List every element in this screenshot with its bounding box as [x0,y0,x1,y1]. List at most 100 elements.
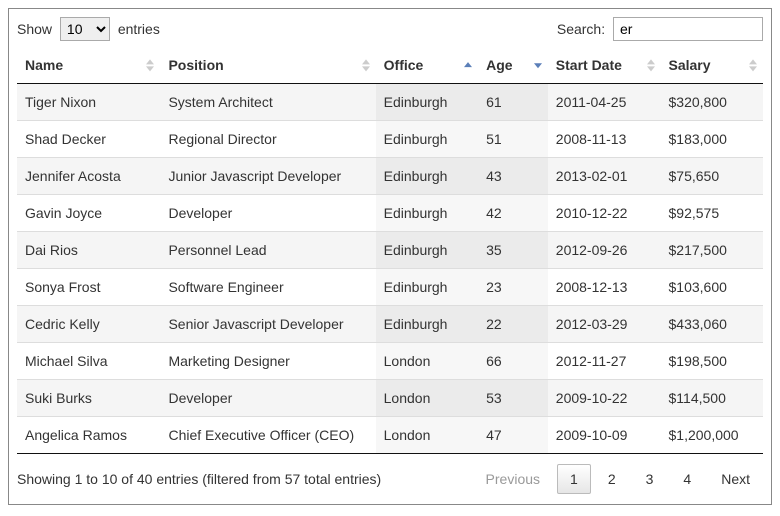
cell: Software Engineer [160,269,375,306]
table-row: Michael SilvaMarketing DesignerLondon662… [17,343,763,380]
cell: Edinburgh [376,306,478,343]
table-row: Suki BurksDeveloperLondon532009-10-22$11… [17,380,763,417]
cell: 22 [478,306,548,343]
cell: System Architect [160,84,375,121]
page-4[interactable]: 4 [670,464,704,494]
cell: Senior Javascript Developer [160,306,375,343]
page-1[interactable]: 1 [557,464,591,494]
cell: Edinburgh [376,158,478,195]
cell: Suki Burks [17,380,160,417]
cell: 61 [478,84,548,121]
table-row: Tiger NixonSystem ArchitectEdinburgh6120… [17,84,763,121]
cell: 2010-12-22 [548,195,661,232]
col-label: Office [384,57,424,73]
search-box: Search: [557,17,763,41]
cell: London [376,380,478,417]
length-suffix: entries [118,21,160,37]
cell: Developer [160,195,375,232]
col-label: Start Date [556,57,622,73]
page-next[interactable]: Next [708,464,763,494]
cell: 43 [478,158,548,195]
sort-icon [362,59,370,71]
cell: $114,500 [661,380,764,417]
col-label: Salary [669,57,711,73]
cell: $1,200,000 [661,417,764,454]
sort-icon [464,62,472,69]
cell: 51 [478,121,548,158]
cell: $198,500 [661,343,764,380]
cell: 2009-10-09 [548,417,661,454]
table-row: Gavin JoyceDeveloperEdinburgh422010-12-2… [17,195,763,232]
cell: London [376,417,478,454]
cell: 66 [478,343,548,380]
cell: Edinburgh [376,195,478,232]
cell: London [376,343,478,380]
cell: Cedric Kelly [17,306,160,343]
cell: Regional Director [160,121,375,158]
col-header-office[interactable]: Office [376,49,478,84]
cell: Jennifer Acosta [17,158,160,195]
pagination: Previous1234Next [473,464,763,494]
data-table-wrapper: Show 102550100 entries Search: Name Posit… [8,8,772,505]
cell: Edinburgh [376,269,478,306]
cell: $75,650 [661,158,764,195]
cell: $433,060 [661,306,764,343]
table-row: Cedric KellySenior Javascript DeveloperE… [17,306,763,343]
cell: 2008-12-13 [548,269,661,306]
cell: Personnel Lead [160,232,375,269]
cell: Chief Executive Officer (CEO) [160,417,375,454]
cell: Developer [160,380,375,417]
cell: 47 [478,417,548,454]
cell: Junior Javascript Developer [160,158,375,195]
col-header-name[interactable]: Name [17,49,160,84]
cell: Edinburgh [376,232,478,269]
length-prefix: Show [17,21,52,37]
cell: 2009-10-22 [548,380,661,417]
col-label: Age [486,57,512,73]
data-table: Name Position Office Age Start Date Salary Ti… [17,49,763,454]
cell: 53 [478,380,548,417]
col-label: Name [25,57,63,73]
table-footer: Showing 1 to 10 of 40 entries (filtered … [17,454,763,494]
cell: 2008-11-13 [548,121,661,158]
cell: 42 [478,195,548,232]
cell: Angelica Ramos [17,417,160,454]
sort-icon [647,59,655,71]
cell: 35 [478,232,548,269]
cell: Marketing Designer [160,343,375,380]
sort-icon [749,59,757,71]
cell: $183,000 [661,121,764,158]
cell: 2012-09-26 [548,232,661,269]
table-row: Sonya FrostSoftware EngineerEdinburgh232… [17,269,763,306]
length-select[interactable]: 102550100 [60,17,110,41]
cell: 2013-02-01 [548,158,661,195]
search-input[interactable] [613,17,763,41]
cell: 2012-11-27 [548,343,661,380]
cell: Edinburgh [376,84,478,121]
col-header-start-date[interactable]: Start Date [548,49,661,84]
page-3[interactable]: 3 [633,464,667,494]
length-menu: Show 102550100 entries [17,17,160,41]
cell: Dai Rios [17,232,160,269]
table-info: Showing 1 to 10 of 40 entries (filtered … [17,471,381,487]
header-row: Name Position Office Age Start Date Salary [17,49,763,84]
cell: Michael Silva [17,343,160,380]
table-body: Tiger NixonSystem ArchitectEdinburgh6120… [17,84,763,454]
page-2[interactable]: 2 [595,464,629,494]
col-label: Position [168,57,223,73]
cell: Shad Decker [17,121,160,158]
cell: Edinburgh [376,121,478,158]
cell: $320,800 [661,84,764,121]
cell: Gavin Joyce [17,195,160,232]
col-header-salary[interactable]: Salary [661,49,764,84]
col-header-age[interactable]: Age [478,49,548,84]
table-row: Jennifer AcostaJunior Javascript Develop… [17,158,763,195]
cell: 2012-03-29 [548,306,661,343]
table-controls: Show 102550100 entries Search: [17,15,763,49]
cell: $103,600 [661,269,764,306]
page-previous: Previous [473,464,553,494]
cell: Tiger Nixon [17,84,160,121]
sort-icon [146,59,154,71]
col-header-position[interactable]: Position [160,49,375,84]
table-row: Angelica RamosChief Executive Officer (C… [17,417,763,454]
